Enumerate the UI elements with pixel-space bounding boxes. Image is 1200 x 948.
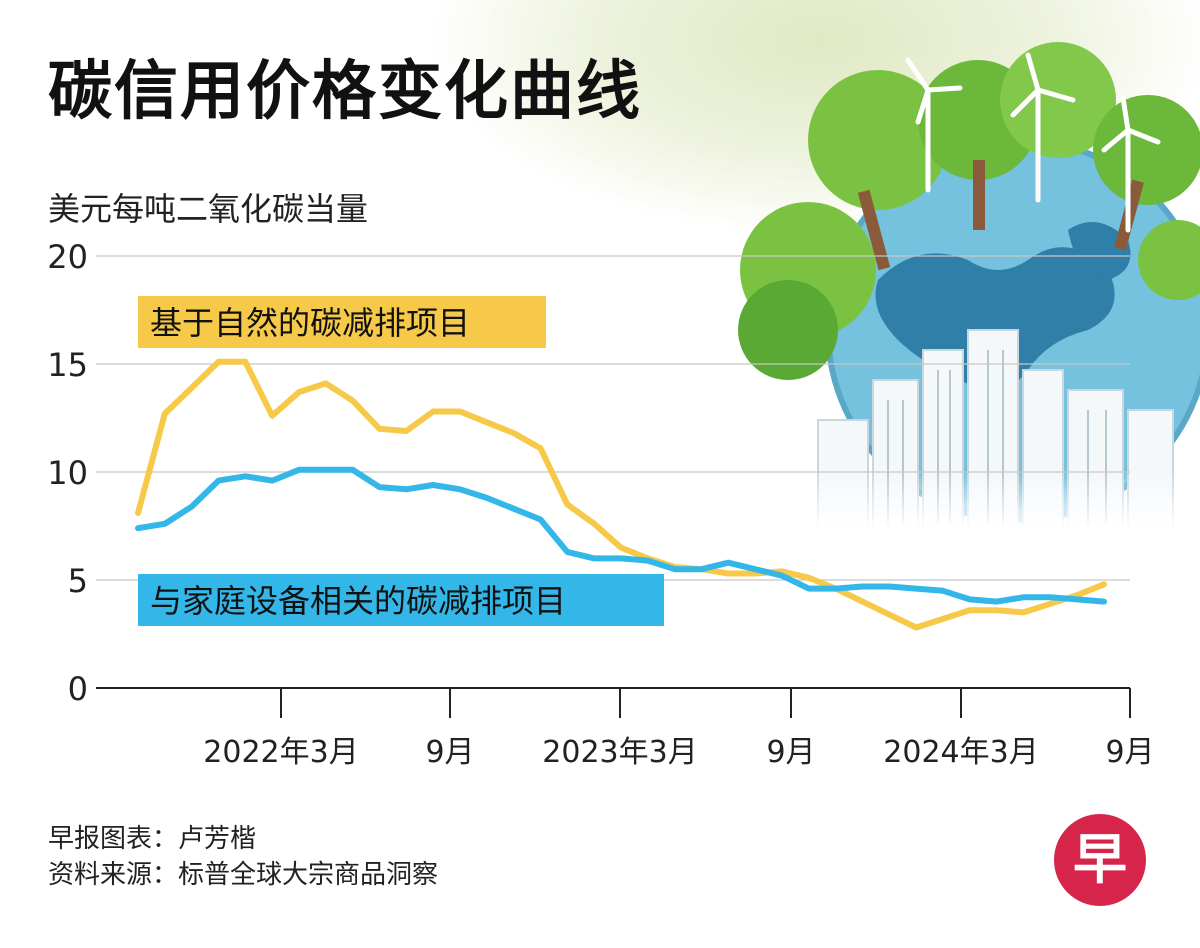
y-tick-label: 5 xyxy=(68,562,88,600)
zaobao-logo-icon: 早 xyxy=(1054,814,1146,906)
y-tick-label: 10 xyxy=(47,454,88,492)
x-tick-label: 2024年3月 xyxy=(883,735,1038,770)
y-axis-ticks: 0 5 10 15 20 xyxy=(47,238,88,708)
x-axis-ticks: 2022年3月 9月 2023年3月 9月 2024年3月 9月 xyxy=(203,688,1155,770)
series-label-box xyxy=(138,296,546,348)
x-tick-label: 9月 xyxy=(766,735,815,770)
x-tick-label: 9月 xyxy=(425,735,474,770)
x-tick-label: 2023年3月 xyxy=(542,735,697,770)
earth-trees-wind-turbines-city-icon xyxy=(728,42,1200,530)
series-label-nature-based: 基于自然的碳减排项目 xyxy=(150,304,470,342)
y-tick-label: 15 xyxy=(47,346,88,384)
chart-credit: 早报图表：卢芳楷 xyxy=(48,824,257,854)
logo-glyph: 早 xyxy=(1073,828,1127,891)
series-line-household-devices xyxy=(135,466,1107,605)
y-tick-label: 20 xyxy=(47,238,88,276)
chart-title: 碳信用价格变化曲线 xyxy=(48,55,642,129)
data-source: 资料来源：标普全球大宗商品洞察 xyxy=(48,860,439,890)
series-lines xyxy=(135,358,1107,631)
y-axis-unit-label: 美元每吨二氧化碳当量 xyxy=(48,190,369,228)
series-label-box xyxy=(138,574,664,626)
x-tick-label: 2022年3月 xyxy=(203,735,358,770)
y-tick-label: 0 xyxy=(68,670,88,708)
series-label-household-devices: 与家庭设备相关的碳减排项目 xyxy=(150,582,566,620)
x-tick-label: 9月 xyxy=(1105,735,1154,770)
series-line-nature-based xyxy=(135,358,1107,631)
